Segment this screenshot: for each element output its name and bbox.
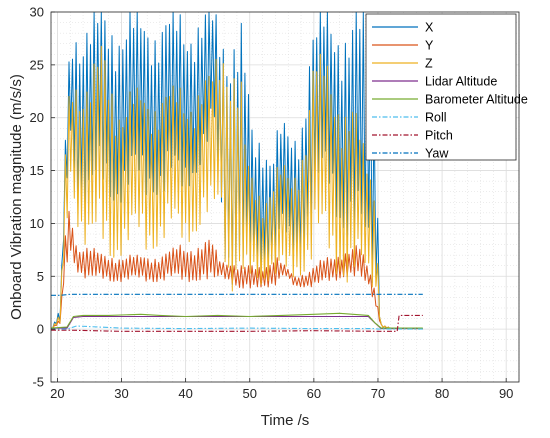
series-barometer-altitude: [51, 312, 423, 329]
series-pitch: [51, 314, 423, 332]
y-tick-label: 10: [30, 216, 44, 231]
x-tick-label: 40: [178, 386, 192, 401]
legend-label-y: Y: [425, 39, 434, 53]
y-tick-label: -5: [32, 375, 44, 390]
y-tick-label: 20: [30, 110, 44, 125]
x-tick-label: 90: [499, 386, 513, 401]
x-tick-label: 30: [114, 386, 128, 401]
y-tick-label: 30: [30, 5, 44, 20]
series-layer: [51, 12, 423, 332]
legend-label-yaw: Yaw: [425, 147, 449, 161]
series-yaw: [51, 293, 423, 296]
x-tick-label: 60: [307, 386, 321, 401]
y-tick-label: 5: [37, 269, 44, 284]
series-roll: [51, 325, 423, 330]
legend-label-lidar-altitude: Lidar Altitude: [425, 75, 497, 89]
x-tick-label: 20: [50, 386, 64, 401]
x-tick-label: 70: [371, 386, 385, 401]
x-axis-label: Time /s: [261, 412, 310, 429]
y-tick-label: 25: [30, 57, 44, 72]
ticks-layer: 20 30 40 50 60 70 80 90 -5 0 5 10 15 20 25 30: [30, 5, 514, 402]
plot-frame: [50, 11, 520, 383]
x-tick-label: 50: [243, 386, 257, 401]
legend-box: [365, 13, 517, 161]
legend: XYZ Lidar Altitude Barometer Altitude Roll P…: [365, 13, 528, 161]
legend-label-x: X: [425, 21, 434, 35]
series-z: [51, 45, 423, 330]
y-tick-label: 15: [30, 163, 44, 178]
legend-label-pitch: Pitch: [425, 129, 453, 143]
legend-label-barometer-altitude: Barometer Altitude: [425, 93, 528, 107]
series-y: [51, 210, 423, 330]
legend-label-z: Z: [425, 57, 433, 71]
y-axis-label: Onboard Vibration magnitude (m/s/s): [8, 74, 25, 320]
x-tick-label: 80: [435, 386, 449, 401]
legend-label-roll: Roll: [425, 111, 447, 125]
y-tick-label: 0: [37, 322, 44, 337]
